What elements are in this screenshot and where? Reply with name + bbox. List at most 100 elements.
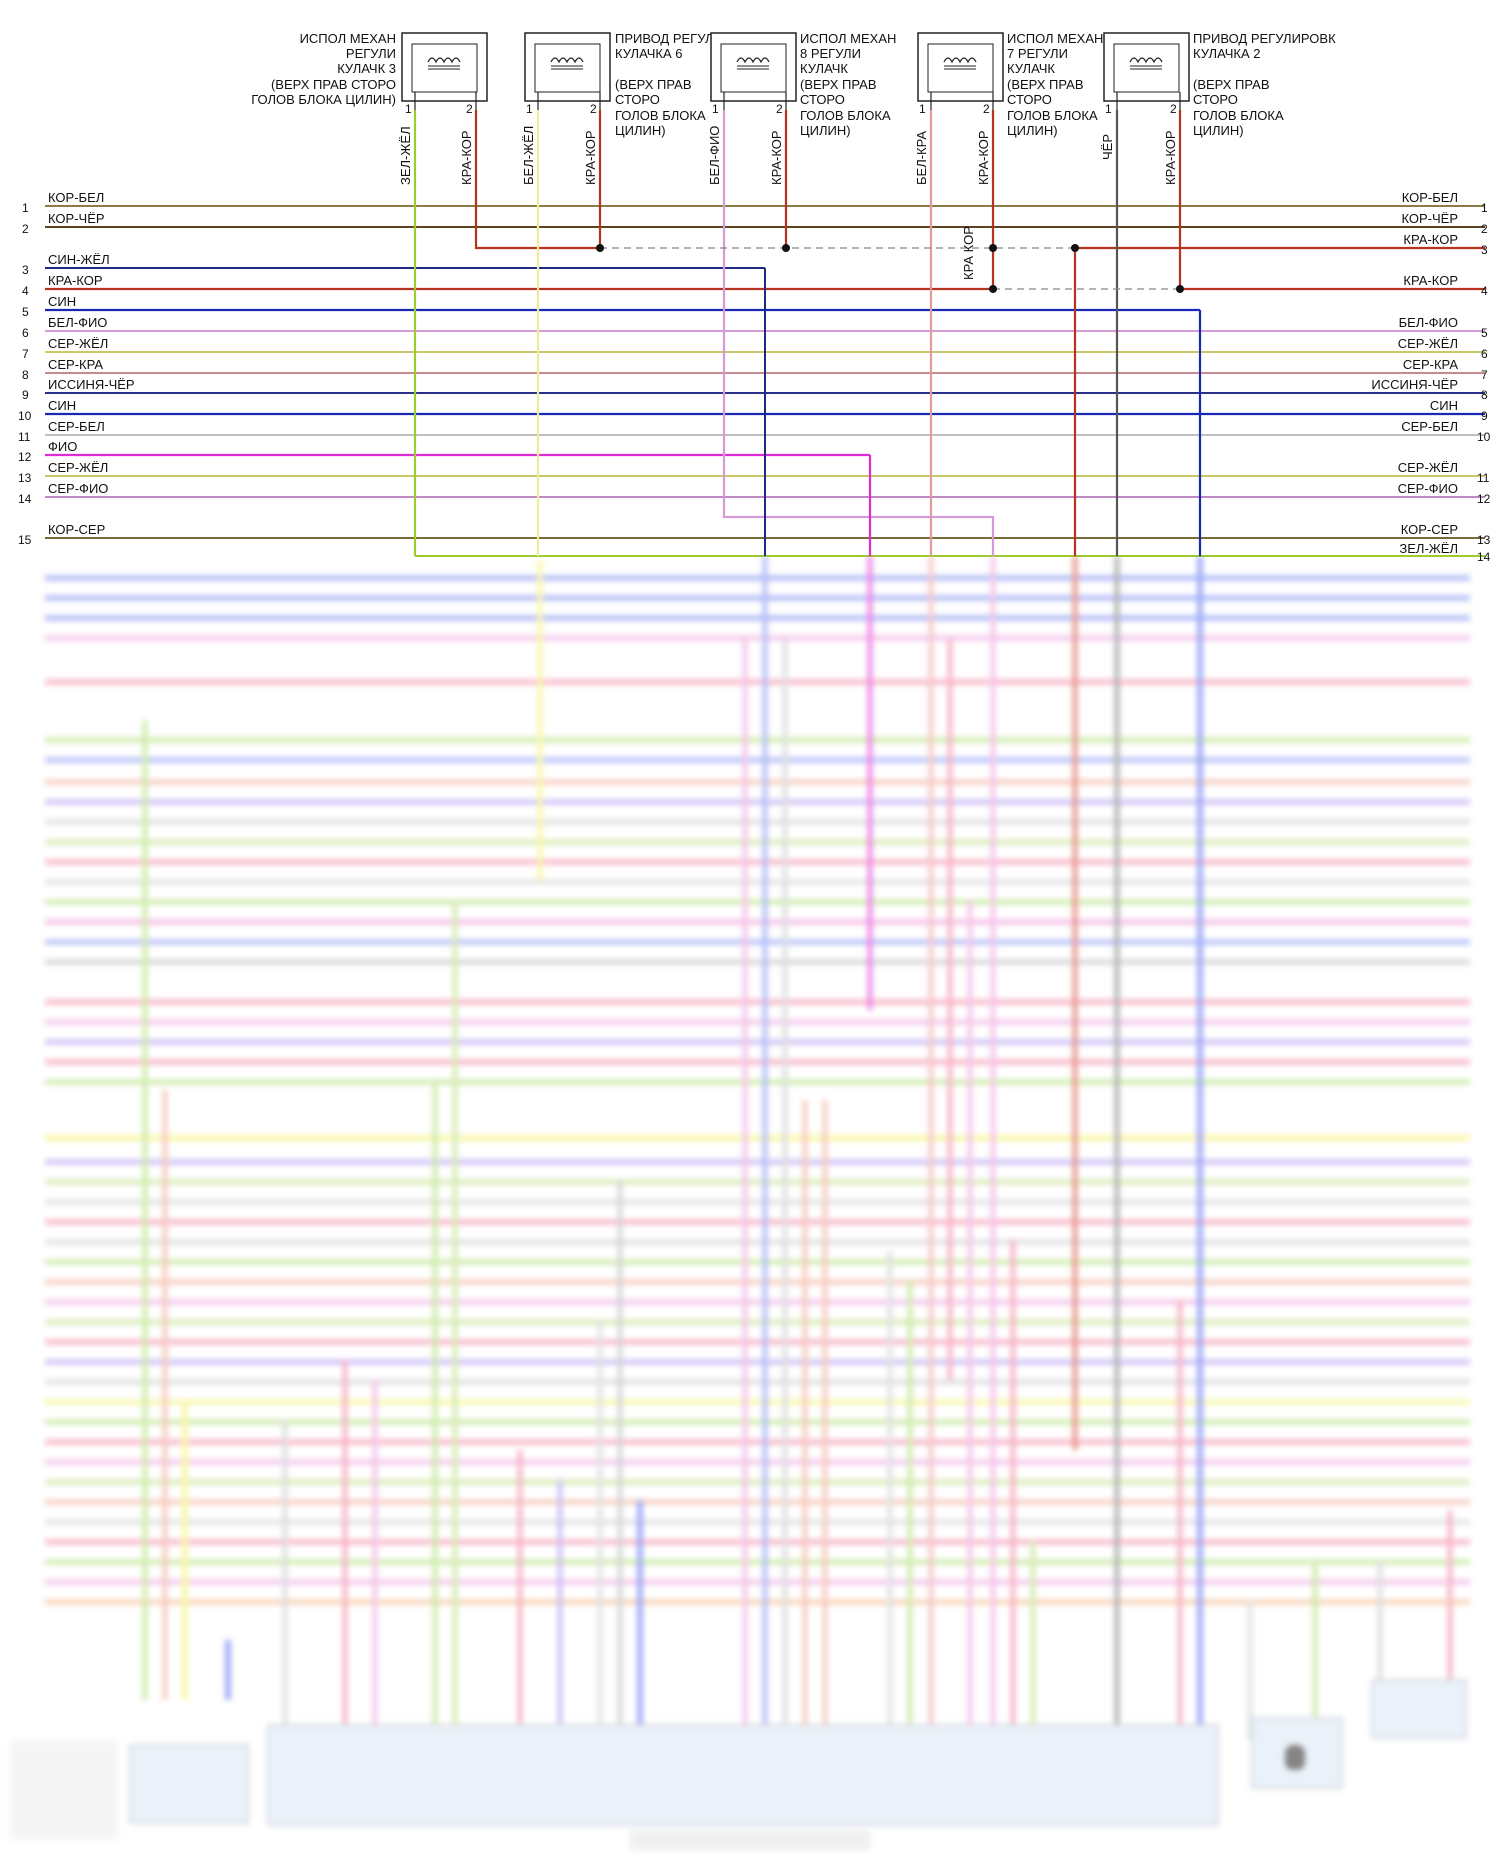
wire-num: 13 [18,471,32,485]
wire-label: КОР-СЕР [48,522,105,537]
svg-text:КУЛАЧК: КУЛАЧК [1007,61,1055,76]
obscured-horizontal-wires [45,575,1470,1605]
wire-num: 12 [1477,492,1491,506]
component-label: ИСПОЛ МЕХАН 8 РЕГУЛИ КУЛАЧК (ВЕРХ ПРАВ С… [800,31,896,138]
svg-text:РЕГУЛИ: РЕГУЛИ [346,46,396,61]
pin-2-label: 2 [983,102,990,116]
svg-text:(ВЕРХ ПРАВ: (ВЕРХ ПРАВ [800,77,877,92]
splice-dot [1176,285,1184,293]
obscured-connectors [10,1679,1467,1850]
coil-icon [1113,43,1180,93]
splice-dot [1071,244,1079,252]
component-c3: 1 2 ЗЕЛ-ЖЁЛ КРА-КОР ИСПОЛ МЕХАН РЕГУЛИ К… [251,31,488,185]
wire-label: СИН [1430,398,1458,413]
wire-label: СЕР-ЖЁЛ [1398,336,1458,351]
component-box [1103,32,1190,102]
pin-1-label: 1 [1105,102,1112,116]
wire-num: 4 [22,284,29,298]
pin-2-label: 2 [590,102,597,116]
component-box [524,32,611,102]
pin-1-label: 1 [526,102,533,116]
wire-num: 11 [18,430,31,444]
pin-1-label: 1 [919,102,926,116]
component-c2: 1 2 ЧЁР КРА-КОР ПРИВОД РЕГУЛИРОВК КУЛАЧК… [1100,31,1336,185]
obscured-wiring [10,556,1470,1850]
wire-label: ЗЕЛ-ЖЁЛ [398,126,413,185]
svg-text:ГОЛОВ БЛОКА: ГОЛОВ БЛОКА [1193,108,1284,123]
wire-label: БЕЛ-ЖЁЛ [521,126,536,185]
svg-text:ЦИЛИН): ЦИЛИН) [1007,123,1058,138]
wire-num: 8 [1481,388,1488,402]
wire-num: 5 [1481,326,1488,340]
component-box [710,32,797,102]
wire-label: КОР-БЕЛ [48,190,104,205]
wire-num: 8 [22,368,29,382]
wire-label: КРА-КОР [1403,273,1458,288]
wire-label: КОР-БЕЛ [1402,190,1458,205]
svg-text:ГОЛОВ БЛОКА: ГОЛОВ БЛОКА [800,108,891,123]
wire-label: СИН-ЖЁЛ [48,252,110,267]
wire-num: 2 [22,222,29,236]
svg-text:КУЛАЧК: КУЛАЧК [800,61,848,76]
svg-text:ИСПОЛ МЕХАН: ИСПОЛ МЕХАН [1007,31,1103,46]
svg-text:(ВЕРХ ПРАВ: (ВЕРХ ПРАВ [1193,77,1270,92]
coil-winding-icon [427,57,461,64]
wire-num: 9 [22,388,29,402]
wire-label: ИССИНЯ-ЧЁР [1371,377,1458,392]
wire-label: КРА-КОР [976,130,991,185]
wire-num: 7 [1481,368,1488,382]
wire-label: БЕЛ-ФИО [1399,315,1458,330]
wire-num: 6 [1481,347,1488,361]
wire-label: БЕЛ-ФИО [48,315,107,330]
svg-text:ГОЛОВ БЛОКА: ГОЛОВ БЛОКА [615,108,706,123]
wire-label: СЕР-ЖЁЛ [1398,460,1458,475]
pin-2-label: 2 [466,102,473,116]
component-box [401,32,488,102]
wire-label: КОР-ЧЁР [1401,211,1458,226]
wire-label: КОР-ЧЁР [48,211,105,226]
splice-dot [596,244,604,252]
splice-dot [782,244,790,252]
component-label: ПРИВОД РЕГУЛИРОВК КУЛАЧКА 2 (ВЕРХ ПРАВ С… [1193,31,1336,138]
wire-num: 10 [18,409,32,423]
svg-text:КУЛАЧК 3: КУЛАЧК 3 [337,61,396,76]
wire-num: 4 [1481,284,1488,298]
svg-text:КУЛАЧКА 2: КУЛАЧКА 2 [1193,46,1260,61]
svg-text:ПРИВОД РЕГУЛИРОВК: ПРИВОД РЕГУЛИРОВК [1193,31,1336,46]
wire-label: КРА-КОР [769,130,784,185]
wire-label: ФИО [48,439,77,454]
wire-num: 14 [1477,550,1491,564]
splice-dot [989,285,997,293]
coil-winding-icon [1129,57,1163,64]
wires-layer [45,110,1485,557]
svg-text:ГОЛОВ БЛОКА ЦИЛИН): ГОЛОВ БЛОКА ЦИЛИН) [251,92,396,107]
svg-text:ЦИЛИН): ЦИЛИН) [1193,123,1244,138]
left-wire-labels: 1 КОР-БЕЛ 2 КОР-ЧЁР 3 СИН-ЖЁЛ 4 КРА-КОР … [18,190,135,547]
wire-c3-kra-kor [474,110,600,250]
coil-icon [720,43,787,93]
svg-text:СТОРО: СТОРО [615,92,660,107]
wire-num: 12 [18,450,32,464]
components-layer: 1 2 ЗЕЛ-ЖЁЛ КРА-КОР ИСПОЛ МЕХАН РЕГУЛИ К… [251,31,1336,280]
wire-label: КРА-КОР [583,130,598,185]
wire-num: 15 [18,533,32,547]
wire-label: СЕР-БЕЛ [48,419,105,434]
pin-2-label: 2 [1170,102,1177,116]
coil-winding-icon [736,57,770,64]
pin-2-label: 2 [776,102,783,116]
right-wire-labels: КОР-БЕЛ 1 КОР-ЧЁР 2 КРА-КОР 3 КРА-КОР 4 … [1371,190,1490,564]
svg-text:7 РЕГУЛИ: 7 РЕГУЛИ [1007,46,1068,61]
svg-text:СТОРО: СТОРО [1193,92,1238,107]
coil-icon [534,43,601,93]
wire-num: 3 [1481,243,1488,257]
coil-icon [411,43,478,93]
svg-text:ГОЛОВ БЛОКА: ГОЛОВ БЛОКА [1007,108,1098,123]
wire-label: СЕР-КРА [48,357,103,372]
wire-label: ЧЁР [1100,134,1115,160]
wire-label: ИССИНЯ-ЧЁР [48,377,135,392]
wire-label: СЕР-ЖЁЛ [48,336,108,351]
component-box [917,32,1004,102]
wire-label: СЕР-ФИО [48,481,108,496]
svg-text:ЦИЛИН): ЦИЛИН) [615,123,666,138]
wire-num: 1 [22,201,29,215]
